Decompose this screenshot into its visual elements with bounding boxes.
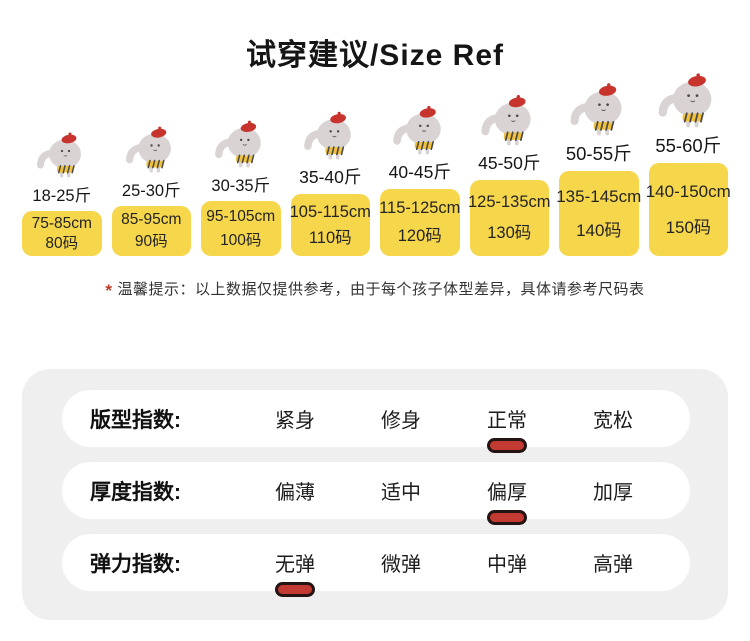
page-title: 试穿建议/Size Ref	[245, 39, 505, 72]
index-option-label: 偏厚	[487, 482, 527, 504]
index-option: 加厚	[560, 462, 666, 519]
elephant-mascot-icon	[393, 105, 441, 155]
size-box: 140-150cm 150码	[645, 163, 731, 256]
elephant-mascot-icon	[37, 132, 82, 178]
index-option: 微弹	[348, 534, 454, 591]
index-row-label: 弹力指数:	[90, 552, 181, 576]
index-row-label: 厚度指数:	[90, 480, 181, 504]
index-option-label: 适中	[381, 482, 421, 504]
weight-range-label: 25-30斤	[121, 182, 181, 200]
height-range-label: 75-85cm	[31, 214, 92, 232]
index-option-label: 高弹	[593, 554, 633, 576]
index-option-label: 宽松	[593, 410, 633, 432]
index-row: 厚度指数: 偏薄 适中 偏厚 加厚	[62, 462, 690, 525]
elephant-mascot-icon	[126, 126, 172, 173]
height-range-label: 105-115cm	[289, 202, 371, 221]
index-option-label: 修身	[381, 410, 421, 432]
size-code-label: 120码	[397, 227, 442, 246]
index-option: 适中	[348, 462, 454, 519]
index-row: 版型指数: 紧身 修身 正常 宽松	[62, 390, 690, 453]
size-column: 45-50斤 125-135cm 130码	[467, 90, 551, 256]
index-option-label: 紧身	[275, 410, 315, 432]
size-column: 35-40斤 105-115cm 110码	[289, 107, 371, 256]
tip-star-icon: *	[105, 281, 113, 300]
index-option-label: 微弹	[381, 554, 421, 576]
size-code-label: 110码	[308, 228, 352, 247]
elephant-mascot-icon	[215, 120, 262, 168]
index-option-label: 无弹	[275, 554, 315, 576]
size-box: 75-85cm 80码	[22, 211, 102, 256]
index-panel: 版型指数: 紧身 修身 正常 宽松 厚度指数: 偏薄 适中 偏厚 加厚 弹力指数	[22, 369, 728, 620]
weight-range-label: 50-55斤	[565, 143, 632, 164]
elephant-mascot-icon	[481, 95, 532, 146]
tip-note: * 温馨提示：以上数据仅提供参考，由于每个孩子体型差异，具体请参考尺码表	[0, 278, 750, 301]
index-option: 偏薄	[242, 462, 348, 519]
height-range-label: 95-105cm	[206, 208, 276, 225]
size-code-label: 130码	[487, 224, 532, 243]
selected-marker	[487, 438, 527, 453]
index-option-label: 加厚	[593, 482, 633, 504]
size-column: 25-30斤 85-95cm 90码	[111, 122, 191, 256]
size-box: 105-115cm 110码	[289, 194, 371, 256]
size-code-label: 90码	[134, 233, 168, 251]
size-box: 95-105cm 100码	[201, 201, 281, 256]
index-option: 修身	[348, 390, 454, 447]
weight-range-label: 18-25斤	[32, 187, 92, 205]
selected-marker	[487, 510, 527, 525]
height-range-label: 85-95cm	[121, 211, 182, 229]
size-column: 50-55斤 135-145cm 140码	[556, 78, 642, 256]
size-code-label: 150码	[665, 218, 711, 238]
index-option: 高弹	[560, 534, 666, 591]
weight-range-label: 55-60斤	[655, 135, 722, 156]
size-chart: 18-25斤 75-85cm 80码 2	[22, 73, 731, 256]
index-option-label: 中弹	[487, 554, 527, 576]
height-range-label: 115-125cm	[379, 199, 461, 218]
index-option: 偏厚	[454, 462, 560, 525]
size-column: 55-60斤 140-150cm 150码	[645, 68, 731, 256]
index-row-options: 偏薄 适中 偏厚 加厚	[242, 462, 666, 525]
index-option: 中弹	[454, 534, 560, 591]
size-box: 85-95cm 90码	[111, 206, 191, 256]
weight-range-label: 40-45斤	[388, 162, 451, 182]
height-range-label: 140-150cm	[645, 181, 731, 201]
size-code-label: 100码	[220, 231, 262, 249]
weight-range-label: 45-50斤	[478, 153, 541, 173]
size-column: 30-35斤 95-105cm 100码	[201, 116, 281, 256]
size-box: 115-125cm 120码	[379, 189, 461, 256]
size-box: 125-135cm 130码	[467, 180, 551, 256]
index-option-label: 偏薄	[275, 482, 315, 504]
index-option: 无弹	[242, 534, 348, 597]
height-range-label: 125-135cm	[467, 193, 551, 212]
weight-range-label: 30-35斤	[211, 177, 271, 195]
elephant-mascot-icon	[304, 111, 351, 160]
tip-text: 温馨提示：以上数据仅提供参考，由于每个孩子体型差异，具体请参考尺码表	[117, 281, 645, 298]
size-code-label: 140码	[576, 221, 622, 240]
index-row: 弹力指数: 无弹 微弹 中弹 高弹	[62, 534, 690, 597]
size-code-label: 80码	[45, 234, 79, 252]
size-column: 18-25斤 75-85cm 80码	[22, 128, 102, 256]
index-row-options: 紧身 修身 正常 宽松	[242, 390, 666, 453]
elephant-mascot-icon	[570, 83, 622, 136]
index-option: 正常	[454, 390, 560, 453]
elephant-mascot-icon	[658, 73, 712, 128]
index-row-options: 无弹 微弹 中弹 高弹	[242, 534, 666, 597]
size-column: 40-45斤 115-125cm 120码	[379, 101, 461, 256]
index-option: 紧身	[242, 390, 348, 447]
index-row-label: 版型指数:	[90, 408, 181, 432]
index-option-label: 正常	[487, 410, 527, 432]
size-box: 135-145cm 140码	[556, 171, 642, 256]
weight-range-label: 35-40斤	[299, 167, 362, 187]
index-option: 宽松	[560, 390, 666, 447]
height-range-label: 135-145cm	[556, 187, 642, 206]
selected-marker	[275, 582, 315, 597]
